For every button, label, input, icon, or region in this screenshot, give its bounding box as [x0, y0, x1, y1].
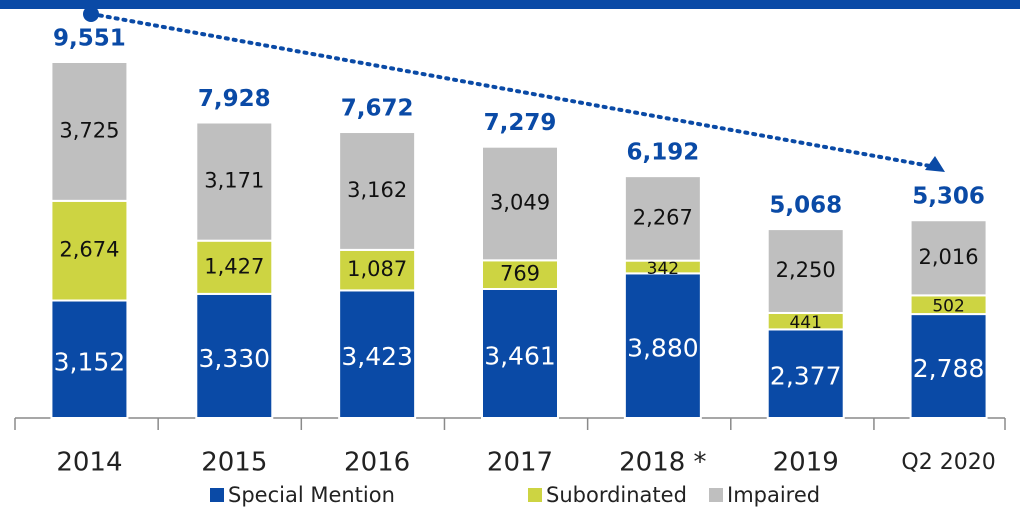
total-label: 5,068 [769, 193, 842, 219]
x-tick-label: 2016 [344, 448, 410, 478]
total-label: 7,928 [198, 86, 271, 112]
value-label: 2,016 [919, 245, 979, 269]
value-label: 3,162 [347, 178, 407, 202]
value-label: 2,674 [59, 238, 119, 262]
value-label: 441 [789, 313, 821, 333]
total-label: 5,306 [912, 184, 985, 210]
bar-segment [481, 287, 559, 419]
value-label: 1,087 [347, 257, 407, 281]
x-tick-label: 2015 [201, 448, 267, 478]
x-tick-label: 2018 * [619, 448, 706, 478]
total-label: 7,279 [484, 110, 557, 136]
bar-segment [50, 199, 129, 302]
bar-segment [909, 313, 988, 419]
bar-segment [195, 239, 274, 295]
trend-arrow [90, 12, 932, 168]
value-label: 3,171 [204, 169, 264, 193]
value-label: 3,049 [490, 191, 550, 215]
x-tick-label: 2014 [56, 448, 122, 478]
value-label: 769 [500, 262, 540, 286]
value-label: 1,427 [204, 254, 264, 278]
value-label: 2,250 [776, 258, 836, 282]
legend-marker [709, 488, 723, 502]
x-tick-label: 2019 [773, 448, 839, 478]
legend-label: Subordinated [546, 483, 687, 507]
bar-segment [623, 272, 702, 420]
header-strip [0, 0, 1020, 9]
value-label: 3,725 [59, 118, 119, 142]
value-label: 3,880 [627, 334, 699, 363]
bar-segment [195, 121, 274, 242]
bar-segment [50, 61, 129, 202]
legend-marker [528, 488, 542, 502]
legend-label: Special Mention [228, 483, 395, 507]
bar-segment [766, 328, 845, 420]
total-label: 7,672 [341, 96, 414, 122]
x-tick-label: Q2 2020 [901, 450, 995, 475]
bar-segment [909, 219, 988, 297]
bar-segment [338, 131, 417, 251]
x-tick-label: 2017 [487, 448, 553, 478]
bar-segment [766, 228, 845, 314]
value-label: 3,461 [484, 341, 556, 370]
bar-segment [50, 299, 129, 420]
bar-segment [338, 289, 417, 420]
value-label: 3,330 [198, 344, 270, 373]
bar-segment [195, 292, 274, 419]
bar-segment [481, 145, 559, 262]
value-label: 2,267 [633, 205, 693, 229]
legend-marker [210, 488, 224, 502]
value-label: 342 [647, 259, 679, 279]
trend-arrowhead [925, 156, 945, 172]
bar-segment [623, 175, 702, 262]
value-label: 3,423 [341, 342, 413, 371]
value-label: 3,152 [54, 347, 126, 376]
value-label: 2,377 [770, 362, 842, 391]
legend-label: Impaired [727, 483, 820, 507]
value-label: 2,788 [913, 354, 985, 383]
value-label: 502 [932, 297, 964, 317]
total-label: 9,551 [53, 26, 126, 52]
total-label: 6,192 [626, 140, 699, 166]
trend-dot [83, 6, 99, 22]
